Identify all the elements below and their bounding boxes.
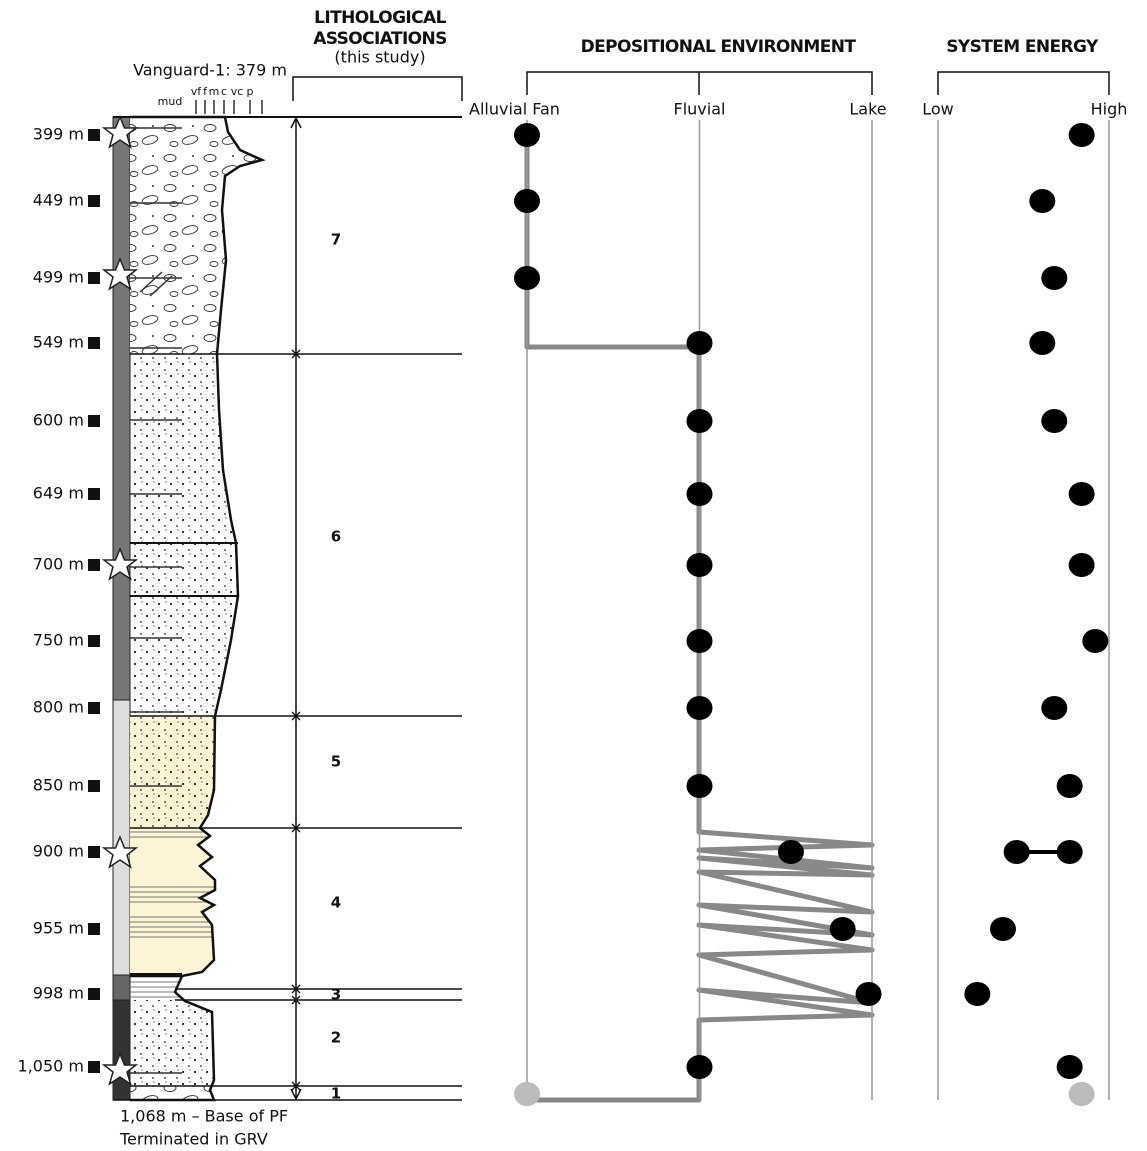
environment-dot [687,774,713,798]
unit-label: 6 [331,528,341,546]
energy-dot [1057,1055,1083,1079]
depth-marker [88,129,100,141]
x-tick-label: Low [922,100,954,119]
environment-dot [856,982,882,1006]
unit-label: 2 [331,1029,341,1047]
depth-marker [88,846,100,858]
environment-dot [778,840,804,864]
header: ASSOCIATIONS [313,29,447,49]
energy-dot [964,982,990,1006]
depth-marker [88,272,100,284]
depth-label: 700 m [33,555,84,574]
depth-marker [88,780,100,792]
energy-dot [990,917,1016,941]
grain-size-label: m [209,85,220,98]
depth-label: 850 m [33,776,84,795]
depth-marker [88,559,100,571]
depth-label: 449 m [33,191,84,210]
energy-dot [1069,123,1095,147]
x-tick-label: Alluvial Fan [469,100,560,119]
depth-marker [88,195,100,207]
grain-size-label: p [247,85,254,98]
depth-marker [88,1061,100,1073]
depth-label: 955 m [33,919,84,938]
environment-dot [687,629,713,653]
well-label: Vanguard-1: 379 m [133,61,287,80]
energy-dot [1069,553,1095,577]
base-note: Terminated in GRV [119,1130,268,1149]
unit-label: 1 [331,1085,341,1103]
depth-label: 800 m [33,698,84,717]
grain-size-label: vf [191,85,203,98]
environment-dot [830,917,856,941]
grain-size-label: mud [158,95,183,108]
environment-dot [687,553,713,577]
depth-marker [88,337,100,349]
environment-dot [687,482,713,506]
depth-label: 649 m [33,484,84,503]
grain-size-label: vc [231,85,244,98]
depth-label: 998 m [33,984,84,1003]
figure: Vanguard-1: 379 m LITHOLOGICAL ASSOCIATI… [0,0,1147,1151]
energy-dot [1041,696,1067,720]
depth-marker [88,635,100,647]
depth-marker [88,415,100,427]
depth-label: 900 m [33,842,84,861]
energy-dot [1041,409,1067,433]
depth-label: 549 m [33,333,84,352]
energy-dot [1069,1082,1095,1106]
environment-dot [514,123,540,147]
x-tick-label: Lake [849,100,886,119]
energy-dot [1029,189,1055,213]
grain-size-label: f [203,85,208,98]
depth-label: 600 m [33,411,84,430]
header: LITHOLOGICAL [314,8,446,28]
x-tick-label: High [1091,100,1128,119]
grain-size-label: c [221,85,227,98]
depth-label: 750 m [33,631,84,650]
energy-dot [1082,629,1108,653]
unit-label: 5 [331,753,341,771]
environment-dot [687,409,713,433]
environment-dot [687,1055,713,1079]
unit-label: 3 [331,986,341,1004]
energy-dot [1004,840,1030,864]
depth-label: 399 m [33,125,84,144]
lithology-column [104,100,462,1100]
header: SYSTEM ENERGY [946,37,1099,57]
environment-dot [514,1082,540,1106]
unit-label: 7 [331,231,341,249]
environment-dot [514,189,540,213]
bracket [293,77,462,101]
depth-label: 1,050 m [18,1057,84,1076]
base-label: 1,068 m – Base of PF [120,1107,288,1126]
unit-label: 4 [331,894,341,912]
depth-marker [88,488,100,500]
energy-dot [1069,482,1095,506]
header-note: (this study) [334,48,425,67]
environment-dot [514,266,540,290]
bracket [938,72,1109,95]
depth-marker [88,702,100,714]
header: DEPOSITIONAL ENVIRONMENT [581,37,857,57]
energy-dot [1057,774,1083,798]
energy-dot [1041,266,1067,290]
depth-label: 499 m [33,268,84,287]
environment-dot [687,331,713,355]
depth-marker [88,988,100,1000]
environment-dot [687,696,713,720]
energy-dot [1029,331,1055,355]
energy-dot [1057,840,1083,864]
depth-marker [88,923,100,935]
bracket [527,72,872,95]
x-tick-label: Fluvial [674,100,726,119]
